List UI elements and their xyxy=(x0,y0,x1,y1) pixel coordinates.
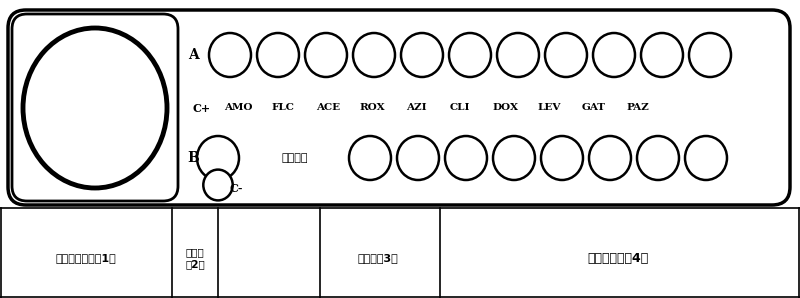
Text: A: A xyxy=(188,48,198,62)
Text: LEV: LEV xyxy=(538,103,561,113)
Ellipse shape xyxy=(689,33,731,77)
Ellipse shape xyxy=(685,136,727,180)
Ellipse shape xyxy=(493,136,535,180)
Text: ACE: ACE xyxy=(316,103,340,113)
Ellipse shape xyxy=(305,33,347,77)
Text: CLI: CLI xyxy=(450,103,470,113)
Ellipse shape xyxy=(589,136,631,180)
Ellipse shape xyxy=(641,33,683,77)
Text: 控制区
（2）: 控制区 （2） xyxy=(185,247,205,269)
Text: 阳性鉴别: 阳性鉴别 xyxy=(282,153,308,163)
Ellipse shape xyxy=(593,33,635,77)
Ellipse shape xyxy=(203,170,233,200)
Text: DOX: DOX xyxy=(492,103,518,113)
Ellipse shape xyxy=(349,136,391,180)
Ellipse shape xyxy=(353,33,395,77)
Ellipse shape xyxy=(23,28,167,188)
Ellipse shape xyxy=(257,33,299,77)
Text: C+: C+ xyxy=(193,103,211,114)
Ellipse shape xyxy=(209,33,251,77)
Text: 鉴别区（3）: 鉴别区（3） xyxy=(358,253,398,263)
Text: FLC: FLC xyxy=(271,103,294,113)
Ellipse shape xyxy=(545,33,587,77)
FancyBboxPatch shape xyxy=(12,14,178,201)
Ellipse shape xyxy=(497,33,539,77)
Ellipse shape xyxy=(401,33,443,77)
Text: ROX: ROX xyxy=(359,103,385,113)
Text: 药敏试验区（4）: 药敏试验区（4） xyxy=(587,252,649,265)
FancyBboxPatch shape xyxy=(8,10,790,205)
Ellipse shape xyxy=(445,136,487,180)
Text: AMO: AMO xyxy=(224,103,252,113)
Text: GAT: GAT xyxy=(582,103,606,113)
Text: AZI: AZI xyxy=(406,103,426,113)
Text: C-: C- xyxy=(230,182,243,193)
Ellipse shape xyxy=(449,33,491,77)
Ellipse shape xyxy=(637,136,679,180)
Ellipse shape xyxy=(541,136,583,180)
Text: B: B xyxy=(187,151,199,165)
Text: PAZ: PAZ xyxy=(626,103,650,113)
Ellipse shape xyxy=(197,136,239,180)
Ellipse shape xyxy=(397,136,439,180)
Text: 培养基存放区（1）: 培养基存放区（1） xyxy=(56,253,116,263)
